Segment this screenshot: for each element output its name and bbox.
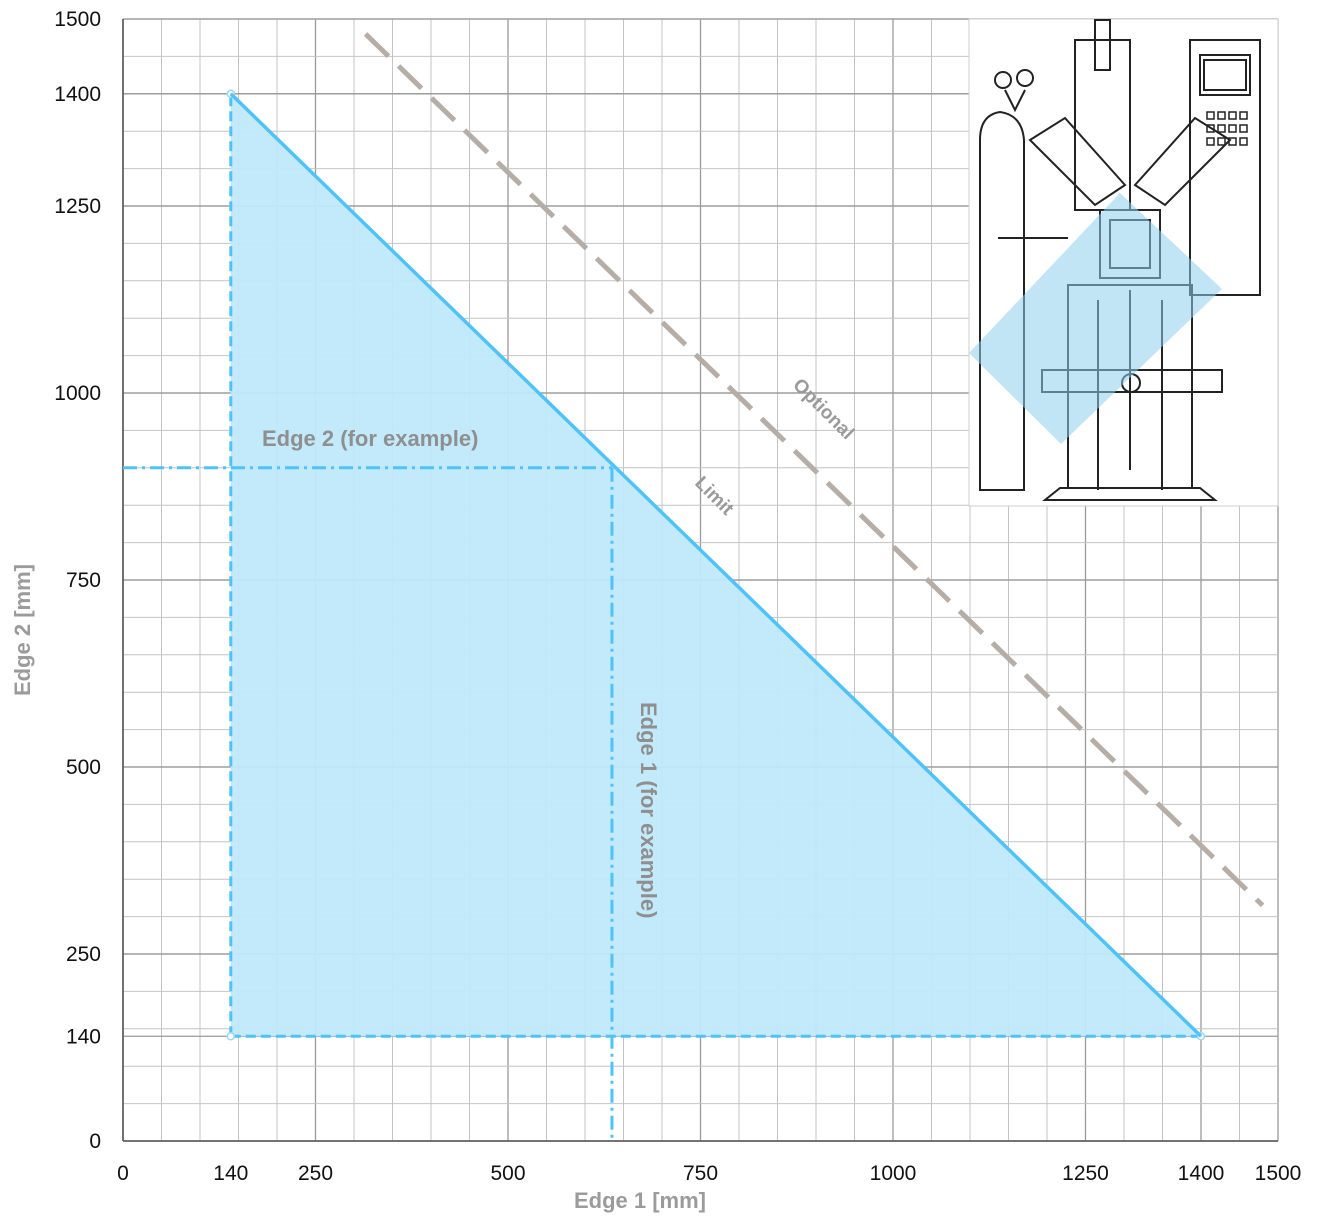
y-tick-label: 1250 — [54, 195, 101, 218]
limit-line — [229, 92, 1203, 1038]
example-guides — [123, 466, 614, 1141]
working-area-vertex — [226, 1032, 236, 1041]
edge1-example-label: Edge 1 (for example) — [636, 702, 661, 918]
welding-head-right — [1133, 116, 1232, 207]
x-tick-label: 1250 — [1062, 1162, 1109, 1185]
control-button — [1206, 111, 1215, 120]
y-tick-label: 750 — [66, 569, 101, 592]
control-button — [1239, 111, 1248, 120]
control-screen-inner — [1203, 59, 1247, 91]
control-button — [1206, 137, 1215, 146]
control-button — [1228, 124, 1237, 133]
regulator — [1004, 89, 1026, 113]
control-screen — [1199, 54, 1251, 96]
x-tick-label: 750 — [683, 1162, 718, 1185]
machine-base — [1042, 487, 1218, 501]
gauge-left — [994, 71, 1012, 89]
control-button — [1239, 124, 1248, 133]
optional-label: Optional — [788, 375, 857, 444]
control-cabinet — [1189, 39, 1261, 296]
y-tick-label: 1500 — [54, 8, 101, 31]
y-tick-label: 1400 — [54, 83, 101, 106]
y-axis-title: Edge 2 [mm] — [10, 564, 35, 696]
y-tick-labels: 0 140 250 500 750 1000 1250 1400 1500 — [54, 8, 101, 1153]
x-tick-label: 1400 — [1178, 1162, 1225, 1185]
welding-head-left — [1028, 116, 1127, 207]
top-feeder — [1094, 19, 1111, 71]
control-button — [1206, 124, 1215, 133]
x-tick-label: 0 — [117, 1162, 129, 1185]
limit-label: Limit — [690, 473, 737, 520]
x-tick-label: 140 — [213, 1162, 248, 1185]
control-button — [1217, 111, 1226, 120]
x-axis-title: Edge 1 [mm] — [574, 1188, 706, 1213]
x-tick-label: 500 — [490, 1162, 525, 1185]
y-tick-label: 0 — [89, 1130, 101, 1153]
gas-cylinder — [979, 110, 1025, 491]
x-tick-labels: 0 140 250 500 750 1000 1250 1400 1500 — [117, 1162, 1301, 1185]
edge2-example-label: Edge 2 (for example) — [262, 426, 478, 451]
control-button — [1228, 111, 1237, 120]
control-button — [1217, 124, 1226, 133]
x-tick-label: 1000 — [870, 1162, 917, 1185]
x-tick-label: 250 — [298, 1162, 333, 1185]
y-tick-label: 500 — [66, 756, 101, 779]
machine-inset — [968, 18, 1279, 507]
x-tick-label: 1500 — [1255, 1162, 1302, 1185]
control-button — [1217, 137, 1226, 146]
y-tick-label: 140 — [66, 1025, 101, 1048]
optional-line — [363, 32, 1265, 908]
control-button — [1239, 137, 1248, 146]
y-tick-label: 1000 — [54, 382, 101, 405]
y-tick-label: 250 — [66, 943, 101, 966]
series-lines — [229, 32, 1265, 1038]
gauge-right — [1016, 69, 1034, 87]
workpiece-highlight — [969, 193, 1222, 444]
